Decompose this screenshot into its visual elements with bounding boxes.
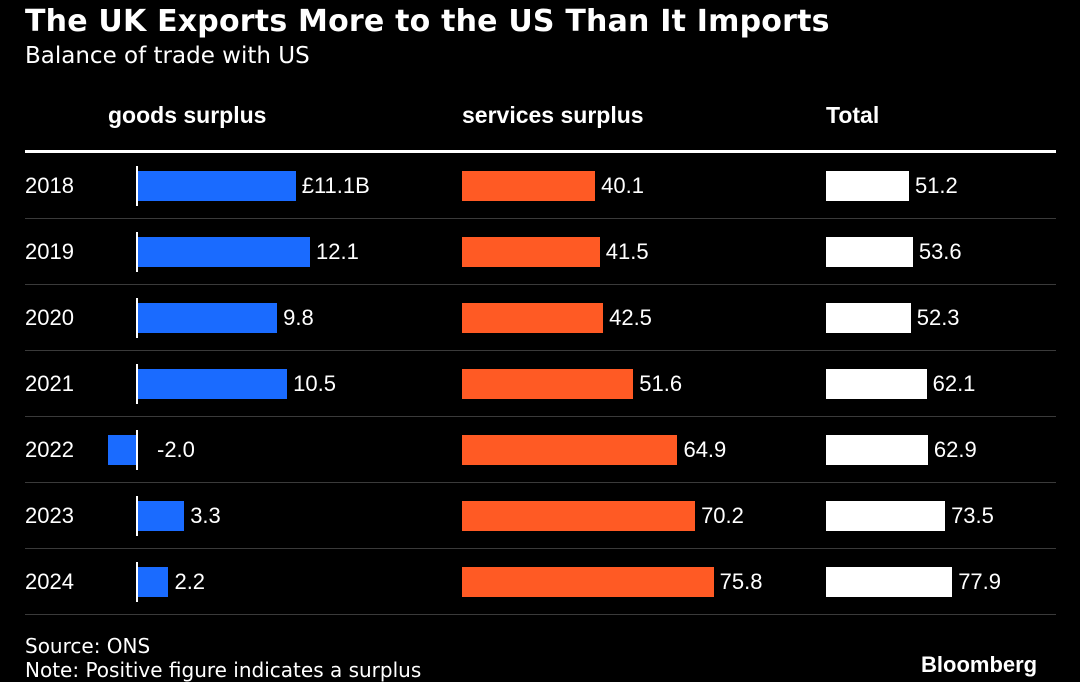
chart-subtitle: Balance of trade with US (25, 43, 310, 69)
goods-bar (137, 303, 278, 333)
goods-bar (137, 171, 296, 201)
services-bar (462, 171, 596, 201)
row-divider (25, 284, 1056, 285)
services-value-label: 64.9 (683, 437, 727, 462)
services-bar (462, 567, 714, 597)
services-bar (462, 237, 600, 267)
goods-bar (137, 567, 169, 597)
total-value-label: 52.3 (916, 305, 960, 330)
row-divider (25, 482, 1056, 483)
total-value-label: 62.9 (933, 437, 977, 462)
row-divider (25, 218, 1056, 219)
total-bar (826, 501, 946, 531)
services-bar (462, 369, 634, 399)
total-value-label: 73.5 (951, 503, 994, 528)
year-label: 2022 (25, 437, 74, 462)
goods-bar (108, 435, 137, 465)
year-label: 2021 (25, 371, 74, 396)
services-column-header: services surplus (462, 102, 644, 128)
total-value-label: 51.2 (914, 173, 958, 198)
bloomberg-logo: Bloomberg (921, 652, 1038, 677)
goods-zero-axis (136, 232, 138, 272)
year-label: 2019 (25, 239, 74, 264)
services-value-label: 75.8 (719, 569, 763, 594)
year-label: 2023 (25, 503, 74, 528)
footnote: Note: Positive figure indicates a surplu… (25, 658, 422, 682)
row-divider (25, 614, 1056, 615)
goods-value-label: 9.8 (283, 305, 314, 330)
row-divider (25, 548, 1056, 549)
source-note: Source: ONS (25, 634, 151, 658)
goods-value-label: 10.5 (293, 371, 336, 396)
goods-value-label: -2.0 (157, 437, 195, 462)
row-divider (25, 416, 1056, 417)
total-column-header: Total (826, 102, 880, 128)
goods-zero-axis (136, 562, 138, 602)
goods-zero-axis (136, 496, 138, 536)
total-value-label: 77.9 (958, 569, 1002, 594)
total-bar (826, 171, 909, 201)
total-bar (826, 435, 928, 465)
services-value-label: 51.6 (639, 371, 683, 396)
goods-value-label: £11.1B (301, 173, 370, 198)
goods-value-label: 12.1 (316, 239, 359, 264)
services-bar (462, 303, 604, 333)
goods-value-label: 3.3 (190, 503, 221, 528)
chart-title: The UK Exports More to the US Than It Im… (25, 4, 830, 39)
total-bar (826, 303, 911, 333)
services-value-label: 70.2 (701, 503, 744, 528)
goods-zero-axis (136, 298, 138, 338)
goods-zero-axis (136, 166, 138, 206)
goods-zero-axis (136, 430, 138, 470)
goods-bar (137, 369, 288, 399)
total-value-label: 62.1 (932, 371, 976, 396)
header-rule (25, 150, 1056, 153)
goods-zero-axis (136, 364, 138, 404)
services-bar (462, 501, 696, 531)
services-value-label: 41.5 (605, 239, 649, 264)
goods-bar (137, 501, 185, 531)
services-value-label: 40.1 (601, 173, 644, 198)
goods-bar (137, 237, 311, 267)
total-bar (826, 567, 953, 597)
year-label: 2018 (25, 173, 74, 198)
services-value-label: 42.5 (609, 305, 652, 330)
services-bar (462, 435, 678, 465)
total-bar (826, 237, 913, 267)
total-bar (826, 369, 927, 399)
goods-column-header: goods surplus (108, 102, 267, 128)
row-divider (25, 350, 1056, 351)
goods-value-label: 2.2 (174, 569, 206, 594)
year-label: 2020 (25, 305, 74, 330)
total-value-label: 53.6 (918, 239, 962, 264)
year-label: 2024 (25, 569, 74, 594)
